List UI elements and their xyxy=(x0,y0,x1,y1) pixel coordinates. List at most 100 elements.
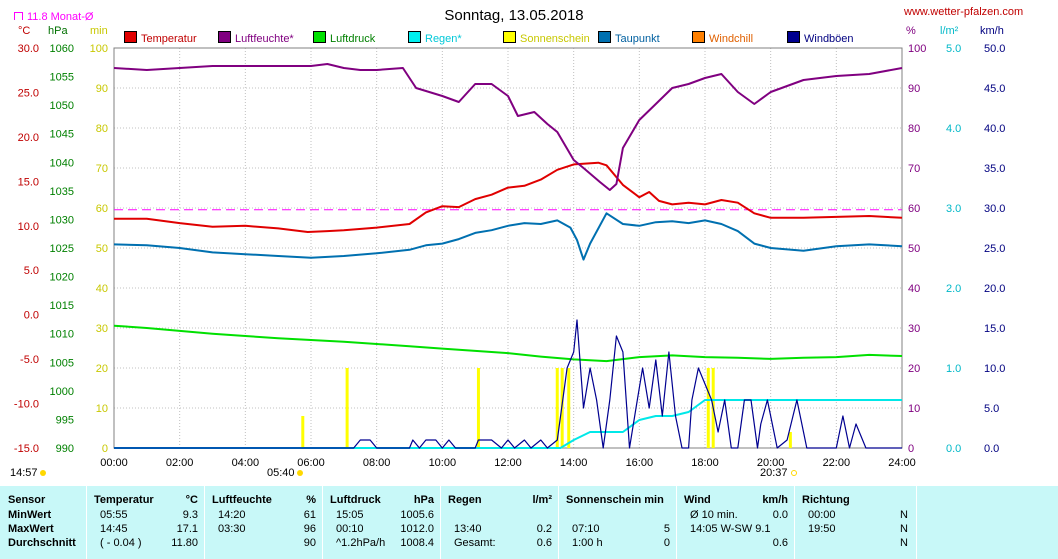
cell-value: 1008.4 xyxy=(400,537,434,549)
tick-label-pressure: 1010 xyxy=(50,329,74,341)
cell-time: ( - 0.04 ) xyxy=(100,537,142,549)
legend-swatch xyxy=(313,31,326,43)
tick-label-minutes: 50 xyxy=(96,243,108,255)
legend-label: Sonnenschein xyxy=(520,33,590,45)
series-line-luftdruck xyxy=(113,324,903,363)
tick-label-rain: 2.0 xyxy=(946,283,961,295)
cell-value: 96 xyxy=(303,523,316,535)
column-separator xyxy=(86,486,87,559)
unit-pressure: hPa xyxy=(48,25,68,37)
tick-label-pressure: 1055 xyxy=(50,72,74,84)
tick-label-pressure: 1045 xyxy=(50,129,74,141)
cell-value: 11.80 xyxy=(171,537,198,549)
chart-title: Sonntag, 13.05.2018 xyxy=(444,7,584,24)
tick-label-x: 00:00 xyxy=(100,457,128,469)
column-separator xyxy=(440,486,441,559)
cell-value: 0.2 xyxy=(536,523,552,535)
cell-time: 14:45 xyxy=(100,523,128,535)
cell-time: 00:00 xyxy=(808,509,836,521)
group-header: Luftdruck xyxy=(330,494,381,506)
legend-swatch xyxy=(692,31,705,43)
weather-chart: 30.0 25.0 20.0 15.0 10.0 5.0 0.0 -5.0 -10.0 -15.0… xyxy=(14,43,1006,469)
month-avg-text: 11.8 Monat-Ø xyxy=(27,11,94,23)
tick-label-x: 14:00 xyxy=(560,457,588,469)
tick-label-pressure: 1025 xyxy=(50,243,74,255)
legend-swatch xyxy=(503,31,516,43)
tick-label-wind: 45.0 xyxy=(984,83,1005,95)
tick-label-wind: 10.0 xyxy=(984,363,1005,375)
website-link[interactable]: www.wetter-pfalzen.com xyxy=(904,6,1024,18)
tick-label-pressure: 1000 xyxy=(50,386,74,398)
tick-label-minutes: 70 xyxy=(96,163,108,175)
row-label: Durchschnitt xyxy=(8,537,76,549)
tick-label-wind: 0.0 xyxy=(984,443,999,455)
tick-label-temp: 5.0 xyxy=(24,265,39,277)
cell-value: 1012.0 xyxy=(400,523,434,535)
row-label: MinWert xyxy=(8,509,52,521)
cell-value: 0.6 xyxy=(772,537,788,549)
row-label: Sensor xyxy=(8,494,46,506)
sunshine-bar xyxy=(555,368,559,448)
tick-label-pressure: 990 xyxy=(56,443,74,455)
sunshine-bar xyxy=(706,368,710,448)
tick-label-minutes: 0 xyxy=(102,443,108,455)
cell-time: 19:50 xyxy=(808,523,836,535)
cell-time: 14:05 W-SW 9.1 xyxy=(690,523,771,535)
series-line-windböen xyxy=(114,319,902,449)
tick-label-pressure: 1040 xyxy=(50,157,74,169)
tick-label-wind: 20.0 xyxy=(984,283,1005,295)
tick-label-x: 16:00 xyxy=(626,457,654,469)
unit-rain: l/m² xyxy=(940,25,959,37)
group-header: Wind xyxy=(684,494,711,506)
group-unit: km/h xyxy=(762,494,788,506)
legend-label: Windchill xyxy=(709,33,754,45)
group-unit: °C xyxy=(185,494,198,506)
tick-label-percent: 100 xyxy=(908,43,926,55)
legend-windboeen: Windböen xyxy=(787,31,854,45)
tick-label-temp: 15.0 xyxy=(18,176,39,188)
unit-minutes: min xyxy=(90,25,108,37)
legend-swatch xyxy=(218,31,231,43)
tick-label-percent: 40 xyxy=(908,283,920,295)
tick-label-pressure: 1005 xyxy=(50,357,74,369)
cell-time: 15:05 xyxy=(336,509,364,521)
tick-label-x: 12:00 xyxy=(494,457,522,469)
stats-table: Sensor MinWert MaxWert Durchschnitt Temperat… xyxy=(0,486,1058,559)
cell-value: 90 xyxy=(303,537,316,549)
legend-sonnenschein: Sonnenschein xyxy=(503,31,590,45)
legend-swatch xyxy=(408,31,421,43)
row-label: MaxWert xyxy=(8,523,54,535)
legend-swatch xyxy=(598,31,611,43)
tick-label-temp: -5.0 xyxy=(20,354,39,366)
unit-wind: km/h xyxy=(980,25,1004,37)
tick-label-temp: 0.0 xyxy=(24,310,39,322)
legend-label: Temperatur xyxy=(141,33,197,45)
tick-label-x: 18:00 xyxy=(691,457,719,469)
tick-label-x: 04:00 xyxy=(232,457,260,469)
cell-value: 1005.6 xyxy=(400,509,434,521)
tick-label-rain: 5.0 xyxy=(946,43,961,55)
sunshine-bar xyxy=(567,368,571,448)
cell-time: ^1.2hPa/h xyxy=(336,537,386,549)
tick-label-temp: 30.0 xyxy=(18,43,39,55)
cell-value: 0.6 xyxy=(536,537,552,549)
legend-temperatur: Temperatur xyxy=(124,31,197,45)
sunrise-time: 05:40 xyxy=(267,467,295,479)
legend-luftfeuchte: Luftfeuchte* xyxy=(218,31,294,45)
tick-label-pressure: 1060 xyxy=(50,43,74,55)
cell-time: 13:40 xyxy=(454,523,482,535)
legend-regen: Regen* xyxy=(408,31,462,45)
tick-label-percent: 50 xyxy=(908,243,920,255)
tick-label-temp: -15.0 xyxy=(14,443,39,455)
group-unit: % xyxy=(306,494,316,506)
tick-label-temp: 10.0 xyxy=(18,221,39,233)
tick-label-x: 10:00 xyxy=(429,457,457,469)
sunshine-bar xyxy=(788,432,792,448)
tick-label-minutes: 80 xyxy=(96,123,108,135)
column-separator xyxy=(676,486,677,559)
series-line-taupunkt xyxy=(113,212,903,261)
tick-label-pressure: 995 xyxy=(56,414,74,426)
sunshine-bar xyxy=(345,368,349,448)
group-header: Temperatur xyxy=(94,494,154,506)
tick-label-pressure: 1050 xyxy=(50,100,74,112)
